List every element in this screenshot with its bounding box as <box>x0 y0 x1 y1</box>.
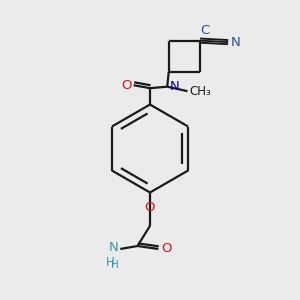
Text: N: N <box>169 80 179 93</box>
Text: N: N <box>230 36 240 49</box>
Text: C: C <box>200 24 210 37</box>
Text: H: H <box>111 260 119 270</box>
Text: O: O <box>121 79 131 92</box>
Text: O: O <box>161 242 172 256</box>
Text: CH₃: CH₃ <box>189 85 211 98</box>
Text: H: H <box>106 256 115 268</box>
Text: N: N <box>109 241 119 254</box>
Text: O: O <box>145 202 155 214</box>
